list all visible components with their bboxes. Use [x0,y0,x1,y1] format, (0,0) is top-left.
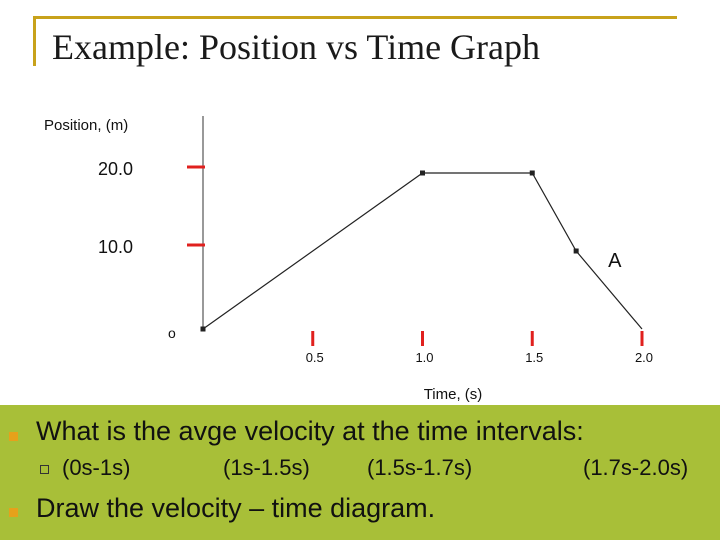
position-time-chart: 10.0 20.0 0.5 1.0 1.5 2.0 o Position, (m) Time, … [44,116,653,403]
x-tick-label-3: 2.0 [635,350,653,365]
x-tick-label-0: 0.5 [306,350,324,365]
interval-1: (1s-1.5s) [223,455,310,480]
title-frame-top-rule [33,16,677,19]
y-tick-label-1: 20.0 [98,159,133,179]
interval-3: (1.7s-2.0s) [583,455,689,480]
slide-title: Example: Position vs Time Graph [52,27,541,67]
interval-2: (1.5s-1.7s) [367,455,473,480]
annotation-a: A [608,250,622,272]
data-point-2 [529,170,535,176]
y-tick-label-0: 10.0 [98,237,133,257]
origin-label: o [168,325,176,341]
data-point-0 [200,326,206,332]
question-avg-velocity: What is the avge velocity at the time in… [36,416,584,446]
x-tick-label-1: 1.0 [415,350,433,365]
y-axis-title: Position, (m) [44,117,128,134]
title-frame-left-rule [33,16,36,66]
data-point-3 [573,248,579,254]
bullet-square-icon [9,432,18,441]
questions-panel: What is the avge velocity at the time in… [0,405,720,540]
bullet-square-icon [9,508,18,517]
data-point-1 [420,170,425,176]
interval-0: (0s-1s) [62,455,131,480]
x-axis-title: Time, (s) [424,386,483,403]
sub-bullet-square-icon [40,465,49,474]
x-tick-label-2: 1.5 [525,350,543,365]
question-draw-diagram: Draw the velocity – time diagram. [36,493,436,523]
